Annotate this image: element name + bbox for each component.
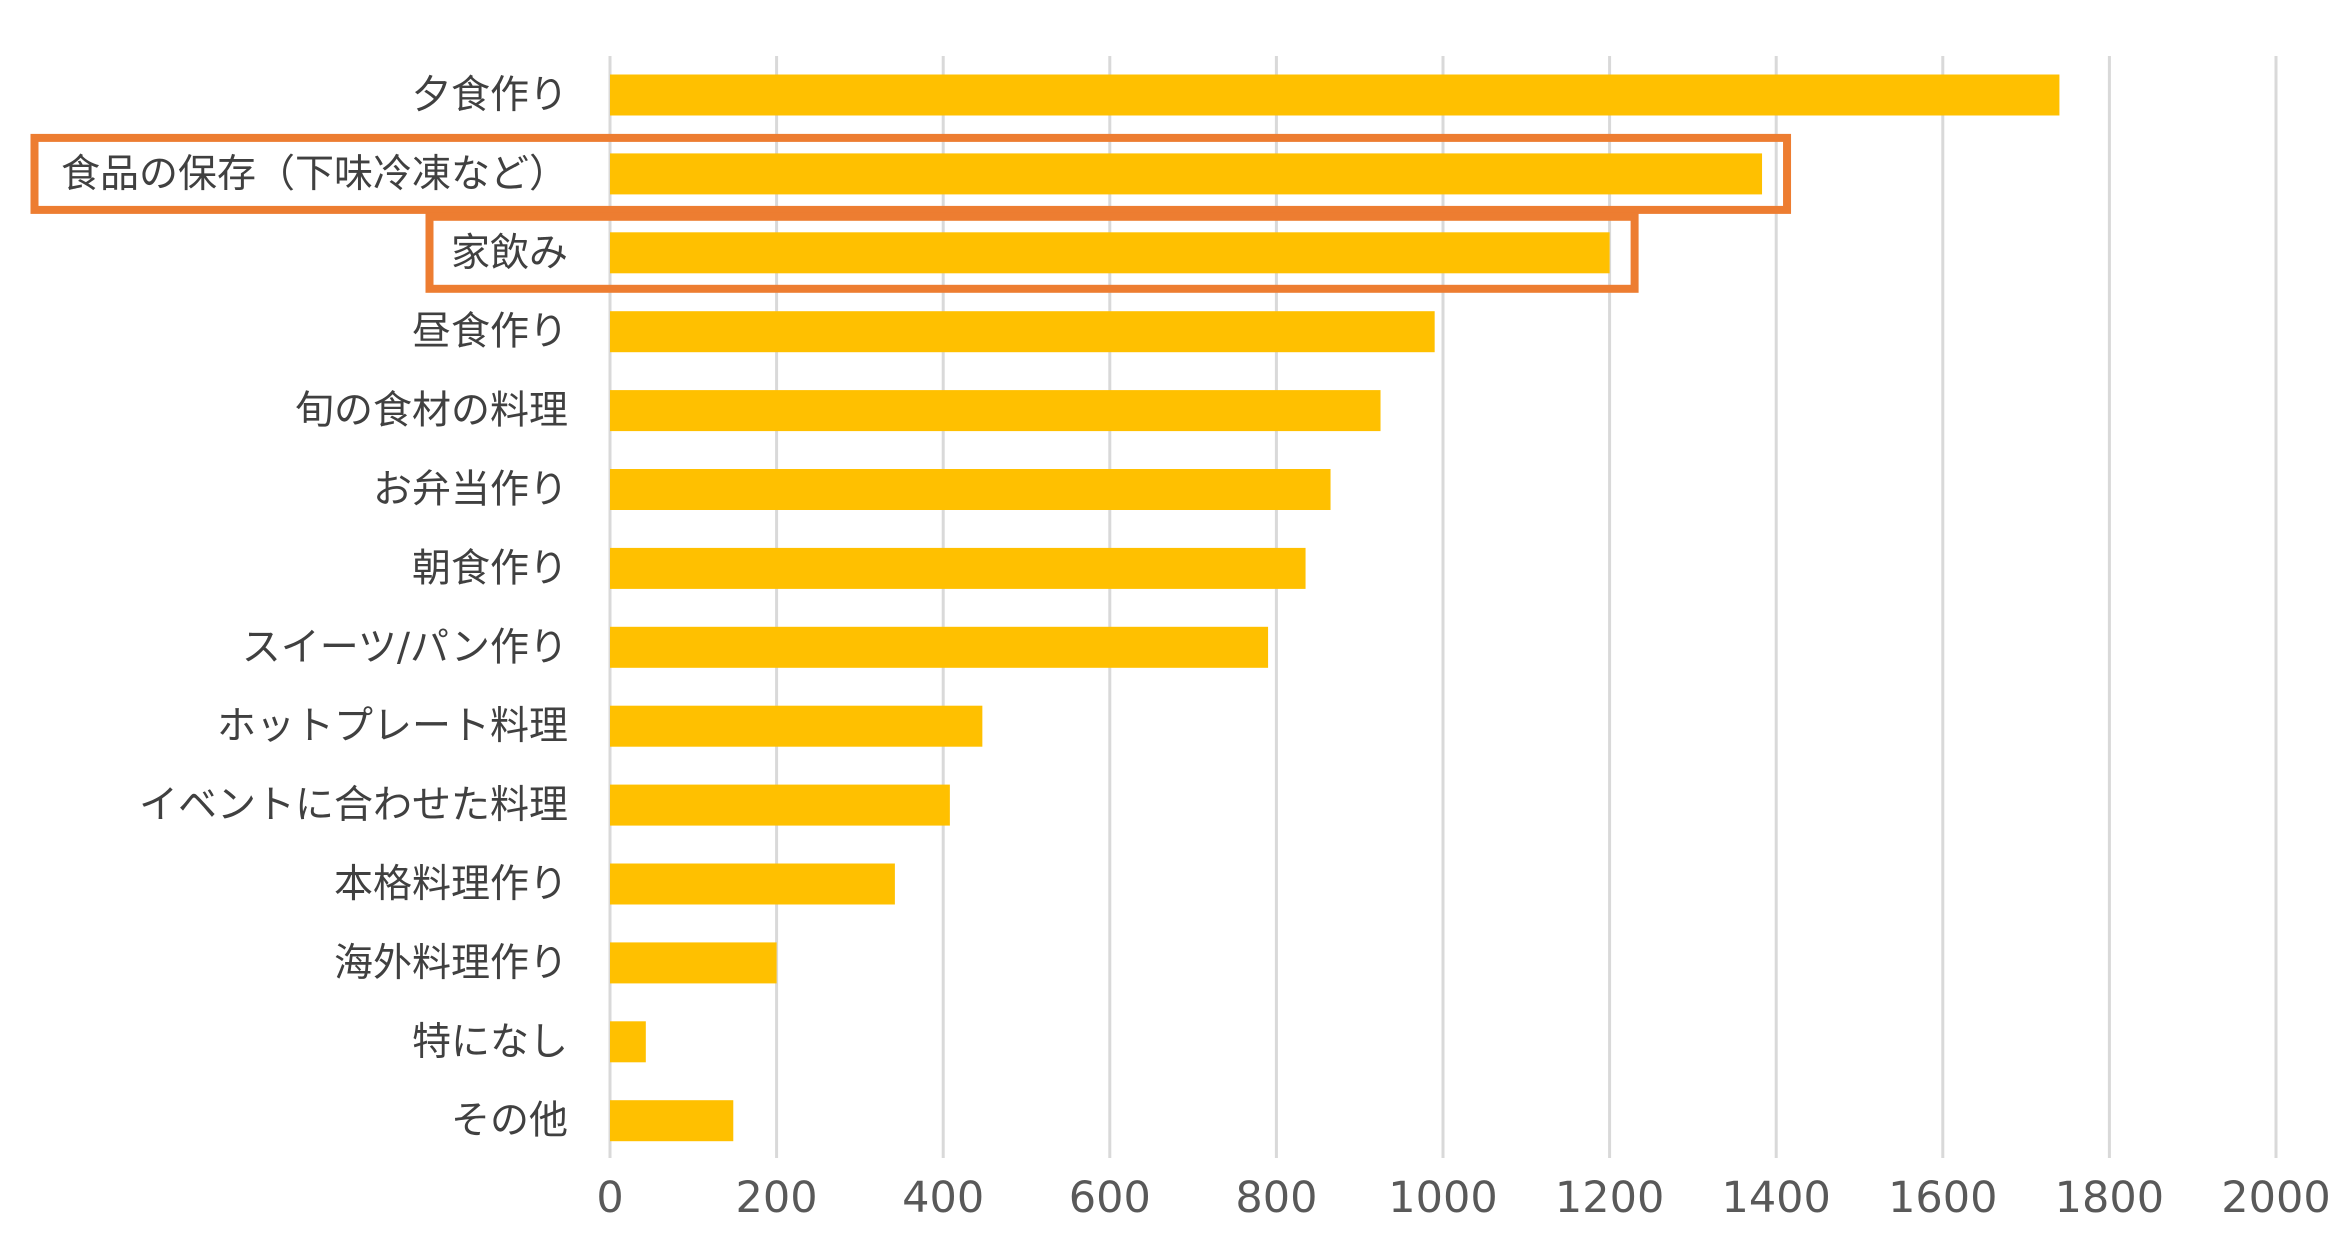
- category-label: 朝食作り: [412, 546, 568, 591]
- bar: [610, 390, 1381, 432]
- bar: [610, 232, 1610, 274]
- x-tick-label: 0: [596, 1173, 623, 1223]
- bars: [610, 74, 2060, 1142]
- x-tick-label: 1200: [1555, 1173, 1664, 1223]
- highlight-boxes: [30, 133, 1792, 293]
- category-label: スイーツ/パン作り: [242, 625, 568, 670]
- x-axis-tick-labels: 0 200 400 600 800 1000 1200 1400 1600 1800 2000: [596, 1173, 2330, 1223]
- bar: [610, 1100, 734, 1142]
- category-label: 旬の食材の料理: [295, 389, 568, 434]
- x-tick-label: 200: [736, 1173, 818, 1223]
- bar: [610, 469, 1331, 510]
- x-tick-label: 1600: [1888, 1173, 1997, 1223]
- highlight-box: [425, 212, 1639, 293]
- category-label: 昼食作り: [412, 310, 568, 355]
- x-tick-label: 1400: [1721, 1173, 1830, 1223]
- bar: [610, 784, 950, 826]
- highlight-box: [30, 133, 1792, 214]
- category-label: ホットプレート料理: [217, 704, 568, 749]
- bar: [610, 942, 777, 984]
- category-label: 家飲み: [451, 231, 568, 276]
- bar: [610, 705, 983, 747]
- category-label: お弁当作り: [373, 468, 568, 513]
- x-tick-label: 1000: [1388, 1173, 1497, 1223]
- category-label: 食品の保存（下味冷凍など）: [61, 152, 568, 197]
- bar: [610, 311, 1435, 353]
- category-label: その他: [451, 1099, 568, 1144]
- x-tick-label: 800: [1235, 1173, 1317, 1223]
- x-tick-label: 600: [1069, 1173, 1151, 1223]
- x-tick-label: 400: [902, 1173, 984, 1223]
- bar: [610, 626, 1269, 668]
- x-tick-label: 1800: [2055, 1173, 2164, 1223]
- bar: [610, 74, 2060, 116]
- bar: [610, 863, 895, 905]
- category-label: 特になし: [412, 1020, 568, 1065]
- x-tick-label: 2000: [2221, 1173, 2330, 1223]
- category-label: 海外料理作り: [334, 941, 568, 986]
- bar: [610, 1021, 646, 1063]
- bar: [610, 547, 1306, 589]
- grid: [608, 56, 2278, 1158]
- category-label: 夕食作り: [412, 73, 568, 118]
- category-label: 本格料理作り: [334, 862, 568, 907]
- category-label: イベントに合わせた料理: [139, 783, 568, 828]
- bar: [610, 153, 1763, 195]
